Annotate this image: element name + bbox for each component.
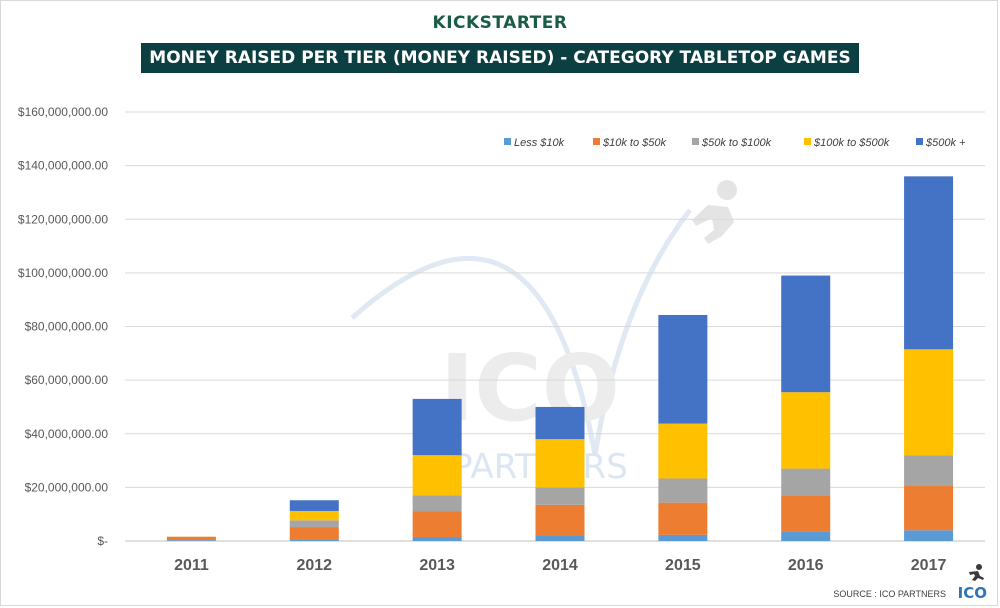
bar-segment-10k_50k (166, 536, 216, 541)
bar-segment-50k_100k (289, 520, 339, 528)
kickstarter-logo: KICKSTARTER (432, 13, 568, 33)
bar-segment-100k_500k (658, 423, 708, 479)
bar-segment-500k_plus (904, 176, 954, 350)
legend-item: Less $10k (504, 137, 565, 149)
legend-swatch (593, 138, 600, 145)
y-tick-label: $40,000,000.00 (25, 427, 109, 441)
bar-segment-less_10k (658, 534, 708, 541)
watermark-runner-icon (692, 180, 737, 244)
legend-label: $500k + (925, 137, 966, 149)
legend-item: $100k to $500k (804, 137, 890, 149)
y-tick-label: $- (97, 534, 108, 548)
ico-logo: ICO (957, 584, 987, 602)
bar-segment-500k_plus (658, 314, 708, 424)
legend-swatch (804, 138, 811, 145)
watermark-ico-text: ICO (440, 335, 620, 442)
watermark-checkmark-swoosh (350, 208, 692, 456)
bar-segment-10k_50k (289, 527, 339, 540)
bar-segment-500k_plus (289, 500, 339, 511)
x-tick-label: 2016 (788, 557, 824, 574)
bar-segment-50k_100k (658, 478, 708, 503)
bar-segment-less_10k (535, 535, 585, 541)
bar-segment-100k_500k (781, 392, 831, 469)
bar-segment-100k_500k (412, 455, 462, 496)
y-tick-label: $120,000,000.00 (18, 212, 108, 226)
legend-swatch (692, 138, 699, 145)
x-tick-label: 2014 (542, 557, 578, 574)
legend-item: $500k + (916, 137, 966, 149)
bar-segment-10k_50k (781, 495, 831, 532)
x-tick-label: 2015 (665, 557, 701, 574)
x-tick-label: 2013 (419, 557, 455, 574)
legend-swatch (916, 138, 923, 145)
legend: Less $10k $10k to $50k $50k to $100k $100k … (504, 137, 966, 149)
title-wrapper: MONEY RAISED PER TIER (MONEY RAISED) - C… (0, 43, 1000, 73)
bar-segment-less_10k (904, 530, 954, 541)
legend-label: Less $10k (514, 137, 565, 149)
source-note: SOURCE : ICO PARTNERS (833, 589, 946, 599)
bar-segment-500k_plus (781, 275, 831, 393)
y-tick-label: $80,000,000.00 (25, 320, 109, 334)
y-gridlines (125, 111, 985, 542)
y-tick-label: $60,000,000.00 (25, 373, 109, 387)
bar-segment-50k_100k (781, 468, 831, 496)
bar-segment-500k_plus (412, 398, 462, 456)
legend-swatch (504, 138, 511, 145)
bar-segment-100k_500k (535, 439, 585, 488)
y-tick-label: $140,000,000.00 (18, 159, 108, 173)
bar-segment-less_10k (412, 536, 462, 541)
bar-segment-10k_50k (535, 504, 585, 536)
x-tick-label: 2017 (911, 557, 947, 574)
bar-segment-10k_50k (904, 486, 954, 531)
chart-title: MONEY RAISED PER TIER (MONEY RAISED) - C… (141, 43, 859, 73)
y-tick-label: $20,000,000.00 (25, 480, 109, 494)
bar-segment-less_10k (289, 539, 339, 541)
bar-segment-100k_500k (904, 349, 954, 456)
legend-item: $50k to $100k (692, 137, 772, 149)
legend-label: $50k to $100k (701, 137, 772, 149)
x-tick-label: 2011 (174, 557, 209, 574)
y-tick-label: $160,000,000.00 (18, 105, 108, 119)
bar-segment-50k_100k (412, 495, 462, 512)
y-tick-label: $100,000,000.00 (18, 266, 108, 280)
bar-segment-10k_50k (412, 511, 462, 537)
runner-icon (966, 563, 986, 588)
legend-label: $10k to $50k (602, 137, 666, 149)
bar-segment-50k_100k (535, 487, 585, 505)
bar-segment-500k_plus (535, 406, 585, 440)
legend-item: $10k to $50k (593, 137, 666, 149)
bar-segment-50k_100k (904, 455, 954, 487)
x-tick-label: 2012 (296, 557, 332, 574)
bar-segment-less_10k (166, 540, 216, 541)
y-axis-ticks: $- $20,000,000.00 $40,000,000.00 $60,000,00… (18, 105, 108, 548)
bars-group (166, 176, 954, 541)
legend-label: $100k to $500k (813, 137, 890, 149)
bar-segment-100k_500k (289, 510, 339, 521)
bar-segment-10k_50k (658, 502, 708, 535)
bar-segment-less_10k (781, 531, 831, 541)
x-axis-ticks: 2011 2012 2013 2014 2015 2016 2017 (174, 557, 946, 574)
